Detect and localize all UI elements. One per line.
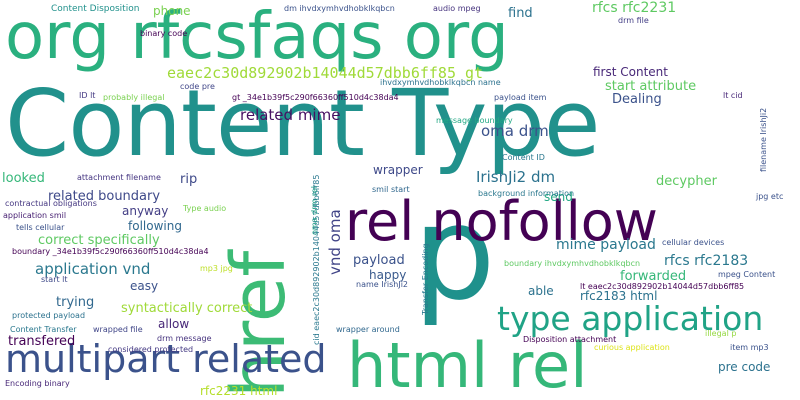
word: anyway [122, 204, 169, 218]
word: rip [180, 172, 198, 187]
word: start lt [41, 275, 68, 284]
word: audio mpeg [433, 4, 481, 13]
word: oma drm rel [310, 186, 319, 235]
word: message boundary [436, 116, 513, 125]
word: Content ID [502, 153, 545, 162]
word: filename IrishJi2 [759, 107, 768, 172]
word: first Content [593, 65, 668, 79]
word: trying [56, 295, 95, 310]
word: drm message [157, 334, 212, 343]
word: looked [2, 171, 45, 186]
word: protected payload [12, 311, 86, 320]
word: contractual obligations [5, 199, 97, 208]
word: transfered [8, 334, 76, 349]
word: correct specifically [38, 233, 160, 248]
word: wrapper [373, 163, 423, 177]
word: ID lt [79, 91, 96, 100]
word: start attribute [605, 79, 697, 94]
word: rel [466, 190, 467, 191]
word: mime payload [556, 237, 656, 253]
word: Dealing [612, 92, 662, 107]
word: allow [158, 317, 190, 331]
word: considered protected [108, 345, 194, 354]
word: smil start [372, 185, 410, 194]
word: oma drm [481, 122, 549, 140]
word: IrishJi2 dm [476, 168, 556, 186]
word: multipart related [5, 337, 327, 381]
word: lt eaec2c30d892902b14044d57dbb6ff85 [580, 282, 745, 291]
word: org rfcsfaqs org [5, 0, 509, 74]
word: illegal p [705, 329, 737, 338]
word: curious application [594, 343, 670, 352]
word: related mime [240, 106, 341, 124]
word: rfcs rfc2183 [664, 253, 749, 269]
word: gt _34e1b39f5c290f66360ff510d4c38da4 [232, 93, 399, 102]
word: boundary _34e1b39f5c290f66360ff510d4c38d… [12, 247, 209, 256]
word: boundary ihvdxymhvdhobklkqbcn [504, 259, 641, 268]
word: send [544, 190, 573, 204]
word: dm ihvdxymhvdhobklkqbcn [284, 4, 395, 13]
word: attachment filename [77, 173, 161, 182]
word: application smil [3, 211, 67, 220]
word: phone [153, 4, 191, 18]
word: mp3 jpg [200, 264, 233, 273]
word: pre code [718, 360, 771, 374]
word: vnd oma [326, 209, 344, 275]
word: html rel [347, 329, 588, 400]
word: Content Type [5, 70, 600, 177]
word: ihvdxymhvdhobklkqbcn name [380, 78, 501, 87]
word: application vnd [35, 260, 151, 278]
word: rfc2183 html [580, 289, 658, 303]
word: Type audio [183, 204, 227, 213]
word: lt cid [723, 91, 743, 100]
word: binary code [140, 29, 188, 38]
word: item mp3 [730, 343, 769, 352]
word: related boundary [48, 189, 161, 204]
word: find [508, 6, 533, 21]
word: wrapper around [336, 325, 400, 334]
word: Disposition attachment [523, 335, 617, 344]
word: rfcs rfc2231 [592, 0, 677, 16]
word: Encoding binary [5, 379, 70, 388]
word: payload item [494, 93, 547, 102]
word: Transfer Encoding [421, 243, 430, 315]
word: type application [497, 299, 764, 338]
word: Content Transfer [10, 325, 77, 334]
word: background information [478, 189, 575, 198]
word: p [413, 177, 496, 329]
word: rfc2231 html [200, 384, 278, 398]
word: happy [369, 268, 407, 282]
word: jpg etc [756, 192, 784, 201]
word: following [128, 219, 182, 233]
word: Content Disposition [51, 4, 140, 14]
word: easy [130, 279, 159, 293]
word: cellular devices [662, 238, 725, 247]
word: wrapped file [93, 325, 143, 334]
word: rel nofollow [345, 190, 658, 253]
word: drm file [618, 16, 649, 25]
word: mpeg Content [718, 270, 776, 279]
word: able [528, 284, 554, 298]
word: payload [353, 253, 405, 268]
word: code pre [180, 82, 215, 91]
word: syntactically correct [121, 301, 253, 316]
word: tells cellular [16, 223, 65, 232]
word: forwarded [620, 269, 687, 284]
word: name IrishJi2 [356, 280, 409, 289]
word: decypher [656, 174, 717, 189]
word: eaec2c30d892902b14044d57dbb6ff85 gt [167, 64, 484, 82]
word: probably illegal [103, 93, 165, 102]
